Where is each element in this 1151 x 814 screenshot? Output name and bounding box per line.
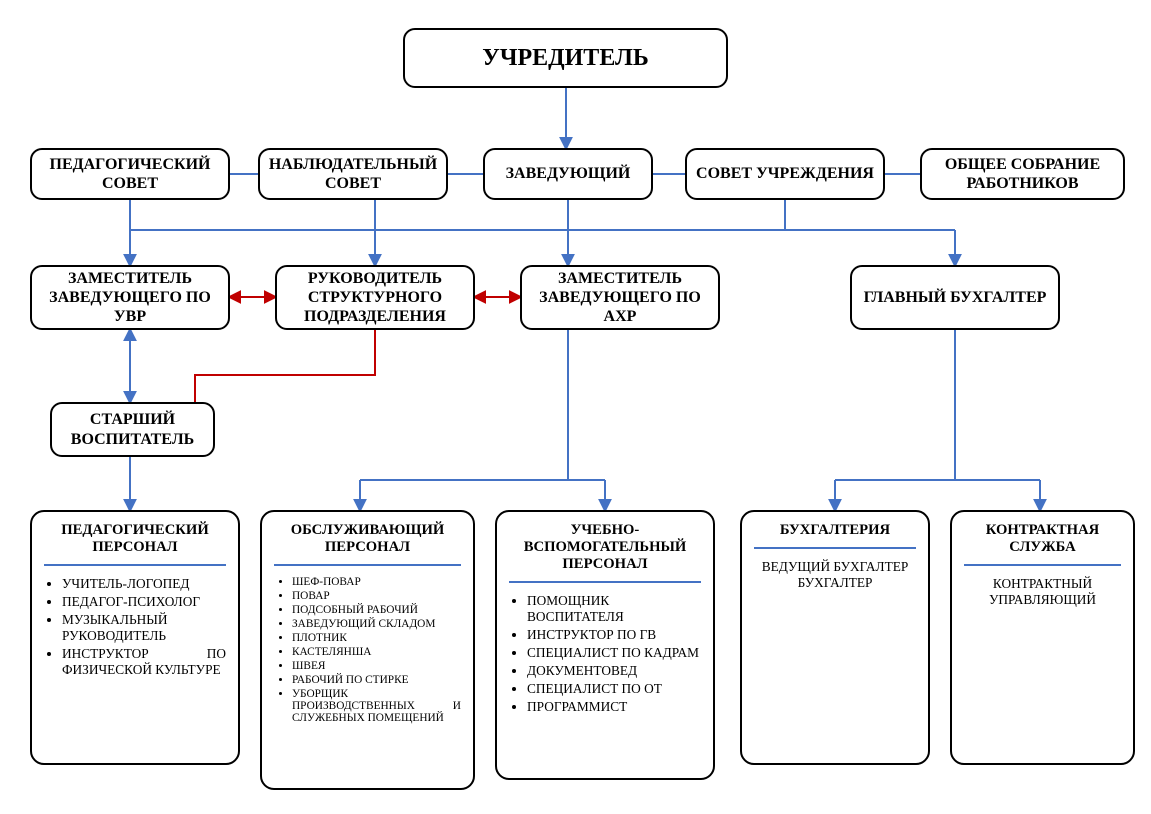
node-label: ЗАВЕДУЮЩИЙ [506, 164, 631, 183]
node-label: УЧРЕДИТЕЛЬ [482, 44, 649, 73]
list-item: БУХГАЛТЕР [754, 575, 916, 591]
list-item: РАБОЧИЙ ПО СТИРКЕ [292, 674, 461, 686]
listbox-uvp: УЧЕБНО-ВСПОМОГАТЕЛЬНЫЙ ПЕРСОНАЛ ПОМОЩНИК… [495, 510, 715, 780]
node-label: ЗАМЕСТИТЕЛЬ ЗАВЕДУЮЩЕГО ПО АХР [530, 269, 710, 327]
listbox-obsl-pers: ОБСЛУЖИВАЮЩИЙ ПЕРСОНАЛ ШЕФ-ПОВАР ПОВАР ПОД… [260, 510, 475, 790]
divider [964, 564, 1121, 566]
node-founder: УЧРЕДИТЕЛЬ [403, 28, 728, 88]
divider [509, 581, 701, 583]
node-label: ОБЩЕЕ СОБРАНИЕ РАБОТНИКОВ [930, 155, 1115, 193]
node-zam-uvr: ЗАМЕСТИТЕЛЬ ЗАВЕДУЮЩЕГО ПО УВР [30, 265, 230, 330]
divider [754, 547, 916, 549]
listbox-title: УЧЕБНО-ВСПОМОГАТЕЛЬНЫЙ ПЕРСОНАЛ [509, 522, 701, 573]
list-item: ИНСТРУКТОР ПО ФИЗИЧЕСКОЙ КУЛЬТУРЕ [62, 646, 226, 678]
node-zam-axp: ЗАМЕСТИТЕЛЬ ЗАВЕДУЮЩЕГО ПО АХР [520, 265, 720, 330]
node-label: ПЕДАГОГИЧЕСКИЙ СОВЕТ [40, 155, 220, 193]
list-item: ПОМОЩНИК ВОСПИТАТЕЛЯ [527, 593, 701, 625]
divider [44, 564, 226, 566]
listbox-plain: КОНТРАКТНЫЙ УПРАВЛЯЮЩИЙ [964, 576, 1121, 608]
node-sovet-uch: СОВЕТ УЧРЕЖДЕНИЯ [685, 148, 885, 200]
listbox-items: ШЕФ-ПОВАР ПОВАР ПОДСОБНЫЙ РАБОЧИЙ ЗАВЕДУЮЩИ… [274, 576, 461, 724]
listbox-title: КОНТРАКТНАЯ СЛУЖБА [964, 522, 1121, 556]
listbox-ped-pers: ПЕДАГОГИЧЕСКИЙ ПЕРСОНАЛ УЧИТЕЛЬ-ЛОГОПЕД П… [30, 510, 240, 765]
node-label: РУКОВОДИТЕЛЬ СТРУКТУРНОГО ПОДРАЗДЕЛЕНИЯ [285, 269, 465, 327]
list-item: СПЕЦИАЛИСТ ПО ОТ [527, 681, 701, 697]
node-nabl: НАБЛЮДАТЕЛЬНЫЙ СОВЕТ [258, 148, 448, 200]
node-starsh: СТАРШИЙ ВОСПИТАТЕЛЬ [50, 402, 215, 457]
node-obsh: ОБЩЕЕ СОБРАНИЕ РАБОТНИКОВ [920, 148, 1125, 200]
list-item: УБОРЩИК ПРОИЗВОДСТВЕННЫХ И СЛУЖЕБНЫХ ПОМ… [292, 688, 461, 724]
listbox-items: УЧИТЕЛЬ-ЛОГОПЕД ПЕДАГОГ-ПСИХОЛОГ МУЗЫКАЛЬН… [44, 576, 226, 678]
list-item: ПЕДАГОГ-ПСИХОЛОГ [62, 594, 226, 610]
list-item: ПЛОТНИК [292, 632, 461, 644]
node-ped-sovet: ПЕДАГОГИЧЕСКИЙ СОВЕТ [30, 148, 230, 200]
node-label: ГЛАВНЫЙ БУХГАЛТЕР [864, 288, 1047, 307]
listbox-buh: БУХГАЛТЕРИЯ ВЕДУЩИЙ БУХГАЛТЕРБУХГАЛТЕР [740, 510, 930, 765]
list-item: УЧИТЕЛЬ-ЛОГОПЕД [62, 576, 226, 592]
listbox-title: ОБСЛУЖИВАЮЩИЙ ПЕРСОНАЛ [274, 522, 461, 556]
divider [274, 564, 461, 566]
list-item: КОНТРАКТНЫЙ УПРАВЛЯЮЩИЙ [964, 576, 1121, 608]
list-item: ИНСТРУКТОР ПО ГВ [527, 627, 701, 643]
list-item: КАСТЕЛЯНША [292, 646, 461, 658]
list-item: ШЕФ-ПОВАР [292, 576, 461, 588]
list-item: ВЕДУЩИЙ БУХГАЛТЕР [754, 559, 916, 575]
list-item: ПОДСОБНЫЙ РАБОЧИЙ [292, 604, 461, 616]
list-item: ШВЕЯ [292, 660, 461, 672]
listbox-title: БУХГАЛТЕРИЯ [754, 522, 916, 539]
listbox-plain: ВЕДУЩИЙ БУХГАЛТЕРБУХГАЛТЕР [754, 559, 916, 591]
list-item: ПРОГРАММИСТ [527, 699, 701, 715]
list-item: МУЗЫКАЛЬНЫЙ РУКОВОДИТЕЛЬ [62, 612, 226, 644]
node-label: НАБЛЮДАТЕЛЬНЫЙ СОВЕТ [268, 155, 438, 193]
node-zaved: ЗАВЕДУЮЩИЙ [483, 148, 653, 200]
list-item: ПОВАР [292, 590, 461, 602]
node-ruk-str: РУКОВОДИТЕЛЬ СТРУКТУРНОГО ПОДРАЗДЕЛЕНИЯ [275, 265, 475, 330]
node-glav-buh: ГЛАВНЫЙ БУХГАЛТЕР [850, 265, 1060, 330]
list-item: СПЕЦИАЛИСТ ПО КАДРАМ [527, 645, 701, 661]
list-item: ДОКУМЕНТОВЕД [527, 663, 701, 679]
listbox-title: ПЕДАГОГИЧЕСКИЙ ПЕРСОНАЛ [44, 522, 226, 556]
node-label: СТАРШИЙ ВОСПИТАТЕЛЬ [60, 410, 205, 448]
node-label: ЗАМЕСТИТЕЛЬ ЗАВЕДУЮЩЕГО ПО УВР [40, 269, 220, 327]
list-item: ЗАВЕДУЮЩИЙ СКЛАДОМ [292, 618, 461, 630]
node-label: СОВЕТ УЧРЕЖДЕНИЯ [696, 164, 874, 183]
listbox-items: ПОМОЩНИК ВОСПИТАТЕЛЯ ИНСТРУКТОР ПО ГВ СПЕЦ… [509, 593, 701, 715]
listbox-kontr: КОНТРАКТНАЯ СЛУЖБА КОНТРАКТНЫЙ УПРАВЛЯЮЩ… [950, 510, 1135, 765]
